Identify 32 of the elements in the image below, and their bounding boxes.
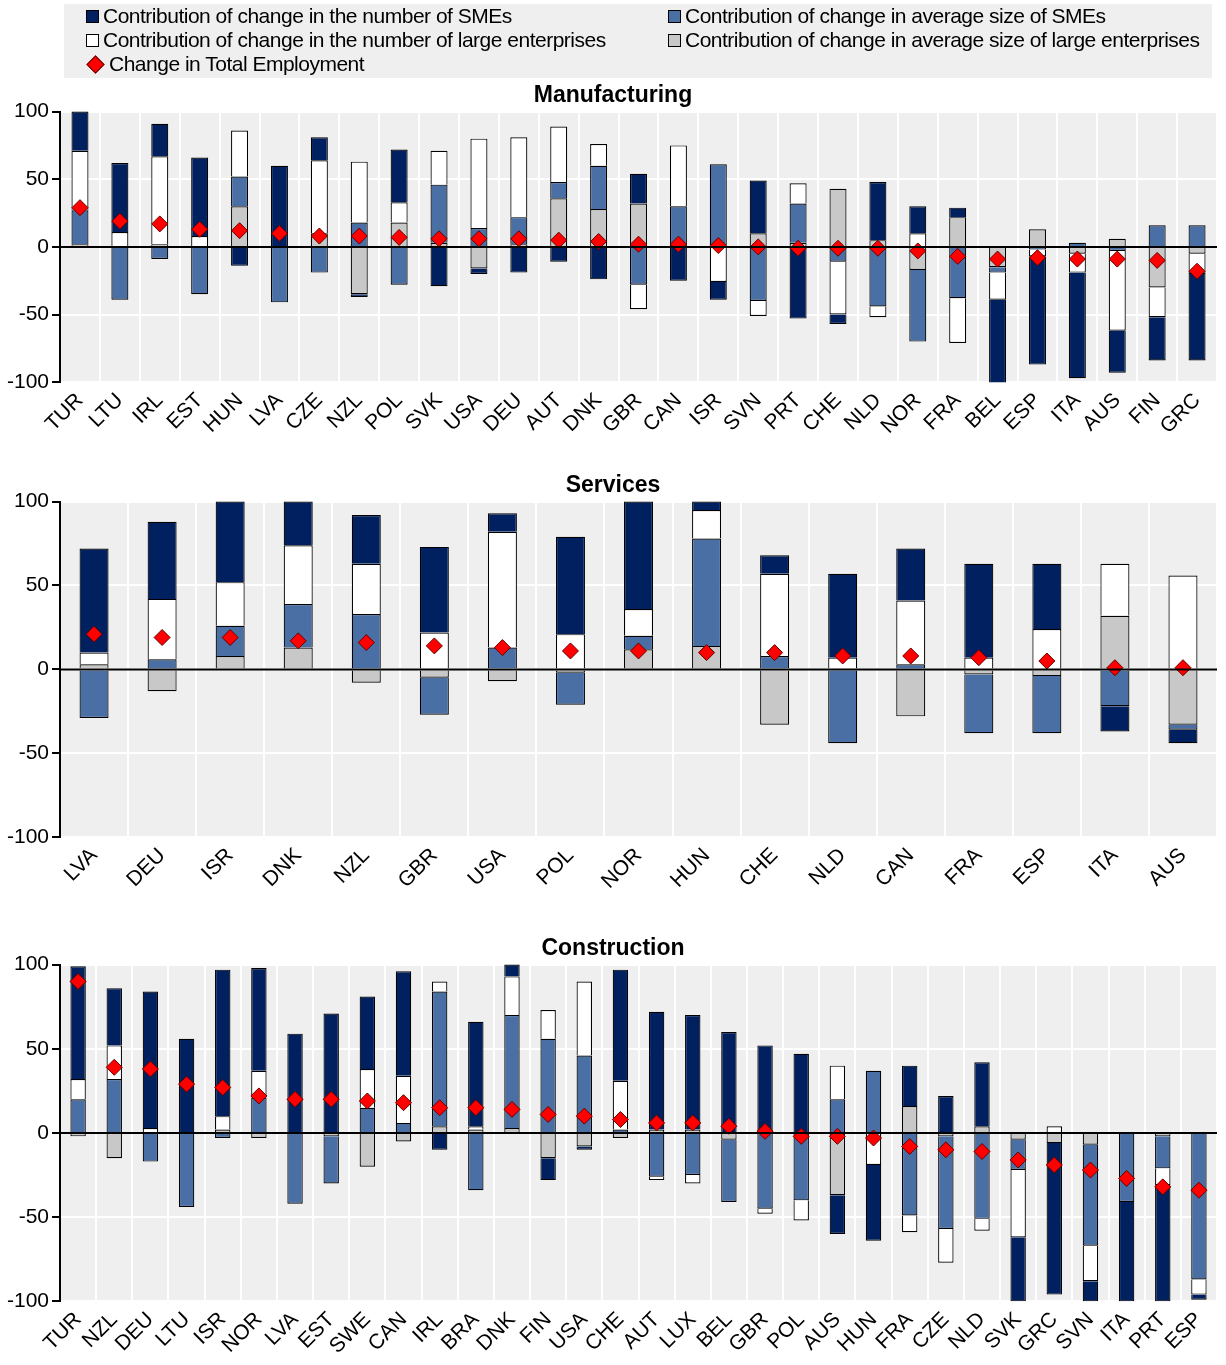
legend-label: Contribution of change in average size of large enterprises: [685, 28, 1200, 52]
x-tick-label: USA: [462, 842, 510, 890]
x-tick-label: NZL: [328, 842, 374, 888]
x-tick-label: FRA: [939, 842, 986, 889]
y-tick-label: -50: [18, 740, 50, 764]
y-tick-label: 0: [37, 233, 50, 257]
y-tick-label: 100: [13, 951, 50, 975]
y-tick-label: 50: [25, 166, 50, 190]
legend-label: Contribution of change in average size of SMEs: [685, 4, 1106, 28]
y-tick-label: -50: [18, 1203, 50, 1227]
y-tick-label: 100: [13, 98, 50, 122]
x-tick-label: ISR: [196, 842, 238, 884]
x-tick-label: LVA: [244, 387, 287, 430]
x-tick-label: POL: [531, 842, 578, 889]
y-tick-label: -100: [7, 1288, 50, 1312]
y-tick-label: -50: [18, 301, 50, 325]
y-tick-label: 50: [25, 1035, 50, 1059]
x-tick-label: ITA: [1046, 387, 1085, 427]
chart-title: Construction: [541, 934, 685, 961]
y-tick-label: 100: [13, 488, 50, 512]
legend-label: Contribution of change in the number of large enterprises: [103, 28, 606, 52]
legend-label: Change in Total Employment: [109, 52, 365, 76]
legend-label: Contribution of change in the number of SMEs: [103, 4, 512, 28]
y-tick-label: 0: [37, 1119, 50, 1143]
x-tick-label: ITA: [1083, 842, 1122, 882]
y-tick-label: 50: [25, 572, 50, 596]
chart-title: Services: [565, 471, 661, 498]
x-tick-label: IRL: [127, 387, 167, 428]
y-tick-label: 0: [37, 656, 50, 680]
x-tick-label: LVA: [58, 842, 101, 885]
y-tick-label: -100: [7, 823, 50, 847]
chart-title: Manufacturing: [533, 81, 693, 108]
